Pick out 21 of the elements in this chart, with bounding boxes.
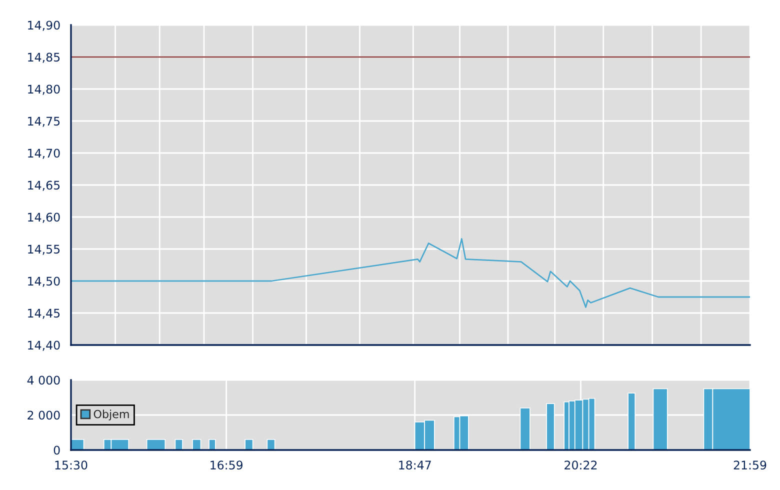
x-tick-label: 21:59 — [734, 460, 766, 470]
y-tick-label: 14,85 — [28, 52, 60, 63]
y-tick-label: 14,55 — [28, 244, 60, 255]
x-tick-label: 18:47 — [399, 460, 431, 470]
y-tick-label: 2 000 — [28, 410, 60, 420]
y-tick-label: 14,60 — [28, 212, 60, 223]
y-tick-label: 14,50 — [28, 276, 60, 287]
x-tick-label: 16:59 — [210, 460, 243, 470]
y-tick-label: 4 000 — [27, 376, 60, 385]
legend-label: Objem — [94, 410, 129, 420]
y-tick-label: 14,70 — [28, 148, 60, 159]
y-tick-label: 14,80 — [28, 84, 60, 95]
y-tick-label: 0 — [54, 446, 60, 455]
x-tick-label: 15:30 — [55, 460, 88, 470]
y-tick-label: 14,40 — [28, 340, 60, 351]
y-tick-label: 14,90 — [28, 20, 60, 31]
y-tick-label: 14,75 — [28, 116, 60, 127]
line-series — [71, 238, 750, 308]
y-tick-label: 14,45 — [28, 308, 60, 319]
x-tick-label: 20:22 — [564, 460, 597, 470]
y-tick-label: 14,65 — [28, 180, 60, 191]
